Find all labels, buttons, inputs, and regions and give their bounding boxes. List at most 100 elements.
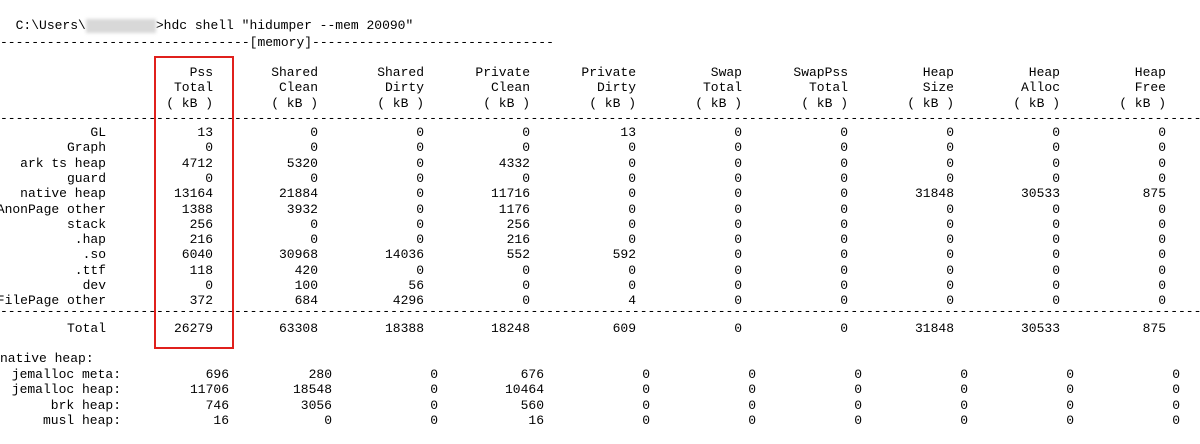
table-cell: 0: [1158, 170, 1166, 186]
redacted-username: [85, 18, 156, 33]
table-row: AnonPage other 1388 3932 0 1176 0 0 0 0 0 0: [0, 202, 1200, 218]
table-cell: 0: [430, 367, 438, 382]
table-cell: 0: [1158, 201, 1166, 217]
divider-bottom: ----------------------------------------…: [0, 304, 1200, 319]
table-cell: 0: [1052, 262, 1060, 278]
table-cell: 0: [416, 216, 424, 232]
table-cell: 0: [734, 262, 742, 278]
column-header-line: Pss: [189, 65, 213, 80]
table-cell: 0: [734, 186, 742, 202]
table-cell: 0: [628, 140, 636, 156]
table-cell: 0: [960, 412, 968, 428]
table-cell: 31848: [914, 321, 954, 336]
table-cell: 0: [1052, 170, 1060, 186]
table-cell: 0: [734, 293, 742, 309]
table-cell: 0: [205, 140, 213, 156]
table-cell: 16: [213, 412, 229, 428]
table-cell: 30968: [278, 247, 318, 263]
table-cell: 118: [189, 262, 213, 278]
table-cell: 676: [520, 367, 544, 382]
row-label: Total: [66, 321, 106, 336]
table-cell: 0: [430, 412, 438, 428]
table-cell: 0: [416, 140, 424, 156]
table-row: guard 0 0 0 0 0 0 0 0 0 0: [0, 171, 1200, 187]
column-header-line: Heap: [922, 65, 954, 80]
table-cell: 0: [522, 170, 530, 186]
table-cell: 560: [520, 397, 544, 413]
table-cell: 0: [642, 412, 650, 428]
table-cell: 18388: [384, 321, 424, 336]
row-label: Graph: [66, 140, 106, 156]
table-cell: 0: [748, 367, 756, 382]
table-cell: 0: [416, 155, 424, 171]
table-cell: 0: [628, 186, 636, 202]
table-cell: 0: [310, 170, 318, 186]
table-cell: 0: [416, 262, 424, 278]
table-row: Graph 0 0 0 0 0 0 0 0 0 0: [0, 140, 1200, 156]
table-cell: 0: [734, 170, 742, 186]
column-header-line: ( kB ): [1013, 95, 1060, 111]
column-header-line: Clean: [490, 80, 530, 96]
row-label: musl heap:: [42, 412, 121, 428]
table-cell: 13: [620, 125, 636, 140]
table-cell: 0: [840, 262, 848, 278]
table-cell: 0: [840, 293, 848, 309]
table-cell: 0: [1052, 125, 1060, 140]
table-cell: 256: [189, 216, 213, 232]
table-cell: 0: [628, 216, 636, 232]
table-cell: 0: [628, 170, 636, 186]
table-cell: 0: [960, 367, 968, 382]
table-cell: 100: [294, 278, 318, 293]
table-cell: 0: [1172, 397, 1180, 413]
table-cell: 0: [734, 321, 742, 336]
table-row: native heap 13164 21884 0 11716 0 0 0 31848 30533…: [0, 186, 1200, 202]
table-cell: 0: [1066, 412, 1074, 428]
table-cell: 0: [854, 397, 862, 413]
table-cell: 0: [1158, 125, 1166, 140]
column-header-line: ( kB ): [695, 95, 742, 111]
column-header-line: Dirty: [384, 80, 424, 96]
table-cell: 31848: [914, 186, 954, 202]
native-heap-row: jemalloc heap: 11706 18548 0 10464 0 0 0 0 0 0: [0, 382, 1200, 398]
pss-total-highlight: [154, 56, 234, 349]
table-cell: 609: [612, 321, 636, 336]
table-cell: 746: [205, 397, 229, 413]
table-cell: 0: [748, 397, 756, 413]
table-cell: 0: [416, 125, 424, 140]
table-cell: 0: [734, 232, 742, 248]
path-prefix: C:\Users\: [15, 18, 86, 34]
column-header-line: Shared: [377, 65, 424, 80]
table-cell: 4712: [181, 155, 213, 171]
column-header-line: ( kB ): [483, 95, 530, 111]
table-cell: 0: [946, 247, 954, 263]
table-cell: 0: [734, 140, 742, 156]
row-label: jemalloc heap:: [11, 382, 121, 398]
table-cell: 0: [946, 216, 954, 232]
table-cell: 0: [946, 170, 954, 186]
table-row: .hap 216 0 0 216 0 0 0 0 0 0: [0, 232, 1200, 248]
table-cell: 0: [840, 232, 848, 248]
table-cell: 16: [528, 412, 544, 428]
column-header-line: Private: [475, 65, 530, 80]
command-text: hdc shell "hidumper --mem 20090": [163, 18, 414, 34]
table-cell: 0: [1158, 278, 1166, 293]
table-cell: 0: [840, 321, 848, 336]
column-header-line: Total: [702, 80, 742, 96]
table-cell: 0: [1158, 232, 1166, 248]
table-cell: 696: [205, 367, 229, 382]
table-cell: 0: [310, 232, 318, 248]
table-cell: 30533: [1020, 186, 1060, 202]
table-cell: 0: [1052, 247, 1060, 263]
table-cell: 0: [1158, 293, 1166, 309]
table-cell: 0: [946, 278, 954, 293]
table-cell: 0: [522, 125, 530, 140]
table-cell: 0: [310, 140, 318, 156]
table-cell: 1388: [181, 201, 213, 217]
table-cell: 0: [840, 186, 848, 202]
table-cell: 280: [308, 367, 332, 382]
table-row: .ttf 118 420 0 0 0 0 0 0 0 0: [0, 263, 1200, 279]
table-row: .so 6040 30968 14036 552 592 0 0 0 0 0: [0, 247, 1200, 263]
table-cell: 3056: [300, 397, 332, 413]
table-cell: 0: [416, 186, 424, 202]
table-cell: 0: [416, 201, 424, 217]
